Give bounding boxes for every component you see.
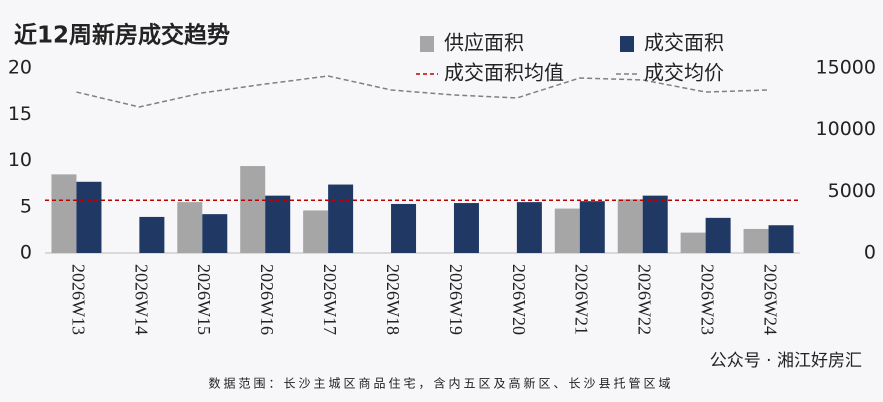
y2-tick-label: 0	[864, 242, 876, 264]
x-tick-label: 2026W15	[194, 264, 214, 335]
legend-label: 成交面积	[644, 31, 724, 55]
legend-swatch	[420, 36, 434, 52]
bar	[391, 203, 417, 253]
bar	[642, 195, 668, 253]
bar	[453, 203, 479, 253]
chart-title: 近12周新房成交趋势	[14, 22, 230, 49]
bar	[516, 202, 542, 253]
note: 数据范围：长沙主城区商品住宅，含内五区及高新区、长沙县托管区域	[208, 376, 673, 391]
y-tick-label: 20	[8, 57, 32, 79]
bar	[139, 216, 165, 253]
bar	[705, 217, 731, 253]
y2-tick-label: 5000	[828, 180, 876, 202]
y-tick-label: 5	[20, 195, 32, 217]
x-tick-label: 2026W22	[635, 264, 655, 335]
bar	[680, 232, 706, 253]
y-tick-label: 10	[8, 149, 32, 171]
source: 公众号 · 湘江好房汇	[710, 351, 862, 371]
y2-tick-label: 15000	[816, 57, 876, 79]
x-tick-label: 2026W14	[131, 264, 151, 335]
bar	[76, 181, 102, 253]
bar	[554, 208, 580, 253]
bar	[617, 199, 643, 253]
bar	[240, 166, 266, 253]
bar	[51, 174, 77, 253]
bar	[265, 195, 291, 253]
y-tick-label: 15	[8, 103, 32, 125]
legend-swatch	[620, 36, 634, 52]
x-tick-label: 2026W13	[68, 264, 88, 335]
bar	[202, 214, 228, 253]
bar	[303, 210, 329, 253]
x-tick-label: 2026W17	[320, 264, 340, 335]
bar	[177, 202, 203, 253]
y2-tick-label: 10000	[816, 118, 876, 140]
x-tick-label: 2026W18	[383, 264, 403, 335]
bar	[328, 184, 354, 253]
x-tick-label: 2026W16	[257, 264, 277, 335]
bar	[579, 201, 605, 253]
bar	[768, 225, 794, 253]
x-tick-label: 2026W24	[760, 264, 780, 335]
x-tick-label: 2026W21	[572, 264, 592, 335]
legend-label: 供应面积	[444, 31, 524, 55]
x-tick-label: 2026W20	[509, 264, 529, 335]
price-line	[76, 75, 769, 108]
x-tick-label: 2026W19	[446, 264, 466, 335]
x-tick-label: 2026W23	[698, 264, 718, 335]
legend-label: 成交均价	[644, 61, 724, 85]
legend-label: 成交面积均值	[444, 61, 564, 85]
y-tick-label: 0	[20, 242, 32, 264]
bar	[743, 228, 769, 253]
